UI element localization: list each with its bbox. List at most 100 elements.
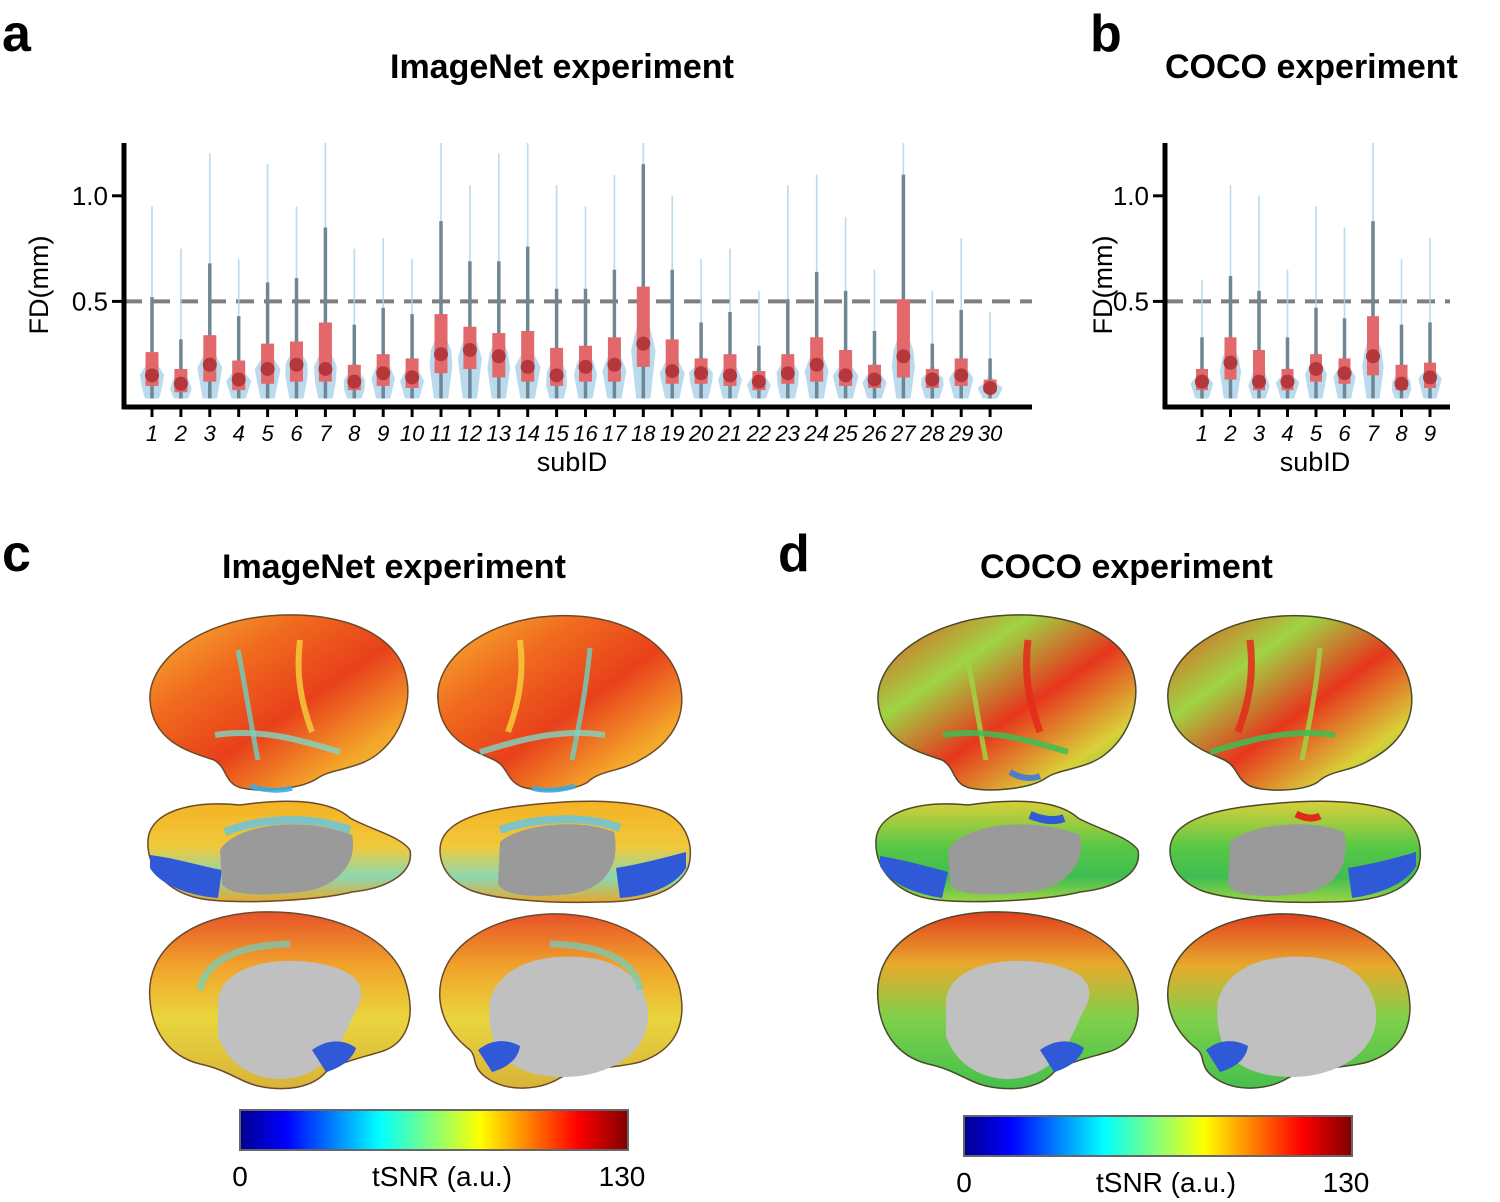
colorbar-d-max: 130: [1323, 1167, 1370, 1198]
median-point-30: [983, 380, 998, 395]
brain-c-medial-left: [148, 911, 411, 1090]
median-point-1: [1195, 374, 1209, 389]
median-point-29: [954, 368, 969, 383]
x-tick-label-8: 8: [1395, 421, 1408, 446]
x-tick-label-10: 10: [400, 421, 425, 446]
brain-d-medial-right: [1167, 913, 1411, 1089]
panel-letter-b: b: [1090, 5, 1122, 63]
median-point-1: [145, 368, 159, 383]
median-point-8: [347, 374, 362, 389]
x-tick-label-13: 13: [487, 421, 512, 446]
violin-30: [977, 311, 1003, 399]
violin-2: [170, 248, 192, 399]
x-tick-label-7: 7: [1367, 421, 1380, 446]
x-tick-label-11: 11: [430, 421, 453, 446]
brain-d-medial-left: [876, 911, 1139, 1090]
median-point-9: [1423, 370, 1437, 385]
colorbar-c-max: 130: [599, 1161, 646, 1192]
median-point-19: [665, 364, 680, 379]
median-point-6: [1337, 366, 1352, 381]
median-point-21: [723, 368, 737, 383]
x-tick-label-21: 21: [717, 421, 742, 446]
brain-c-medial-right: [439, 913, 683, 1089]
median-point-5: [1309, 361, 1323, 376]
violin-22: [747, 290, 771, 399]
median-point-18: [636, 336, 651, 351]
median-point-20: [694, 366, 709, 381]
median-point-26: [867, 372, 882, 387]
panel-letter-d: d: [778, 525, 810, 583]
fd-violin-chart-coco: 1 2 3 4 5 6 7 8 9 0.5 1.0 FD(mm) subID: [1088, 143, 1450, 477]
brain-c-lateral-left: [149, 614, 409, 793]
median-point-7: [318, 361, 333, 376]
median-point-27: [896, 349, 911, 364]
y-tick-label-1.0: 1.0: [1113, 181, 1149, 211]
x-tick-label-19: 19: [660, 421, 684, 446]
x-tick-label-9: 9: [1424, 421, 1436, 446]
brain-c-ventral-left: [147, 800, 412, 903]
x-tick-label-14: 14: [515, 421, 539, 446]
brain-d-ventral-left: [875, 800, 1140, 903]
violin-5: [1305, 206, 1327, 399]
panel-letter-c: c: [2, 525, 31, 583]
median-point-2: [1223, 355, 1238, 370]
x-tick-label-3: 3: [204, 421, 217, 446]
x-tick-label-5: 5: [1310, 421, 1323, 446]
violin-9: [1418, 238, 1442, 399]
median-point-3: [202, 357, 217, 372]
x-tick-label-2: 2: [174, 421, 187, 446]
median-point-4: [231, 372, 246, 387]
colorbar-d-label: tSNR (a.u.): [1096, 1167, 1236, 1198]
y-axis-label: FD(mm): [1088, 236, 1118, 335]
median-point-10: [405, 370, 420, 385]
x-tick-label-15: 15: [544, 421, 569, 446]
x-tick-label-4: 4: [233, 421, 245, 446]
x-tick-label-2: 2: [1223, 421, 1236, 446]
median-point-5: [260, 361, 275, 376]
panel-title-b: COCO experiment: [1165, 48, 1458, 86]
colorbar-c: 0 tSNR (a.u.) 130: [232, 1109, 646, 1192]
median-point-24: [809, 357, 824, 372]
median-point-13: [491, 349, 506, 364]
brain-d-ventral-right: [1169, 800, 1422, 904]
x-tick-label-5: 5: [261, 421, 274, 446]
x-tick-label-28: 28: [919, 421, 945, 446]
median-point-22: [751, 374, 766, 389]
x-tick-label-26: 26: [861, 421, 887, 446]
median-point-9: [376, 366, 391, 381]
median-point-8: [1394, 376, 1409, 391]
median-point-7: [1366, 349, 1380, 364]
x-tick-label-22: 22: [746, 421, 771, 446]
colorbar-c-min: 0: [232, 1161, 248, 1192]
violin-8: [343, 248, 365, 399]
y-tick-label-0.5: 0.5: [72, 286, 108, 316]
y-tick-label-0.5: 0.5: [1113, 286, 1149, 316]
median-point-14: [520, 359, 535, 374]
violin-6: [1333, 227, 1356, 399]
x-tick-label-3: 3: [1253, 421, 1266, 446]
median-point-12: [462, 342, 477, 357]
median-point-4: [1280, 374, 1295, 389]
panel-title-c: ImageNet experiment: [222, 548, 566, 586]
median-point-17: [607, 357, 622, 372]
violin-4: [1275, 269, 1300, 399]
x-tick-label-12: 12: [458, 421, 482, 446]
x-tick-label-4: 4: [1281, 421, 1293, 446]
panel-letter-a: a: [2, 5, 31, 63]
x-tick-label-25: 25: [832, 421, 858, 446]
x-tick-label-8: 8: [348, 421, 361, 446]
median-point-2: [173, 376, 188, 391]
panel-title-d: COCO experiment: [980, 548, 1273, 586]
x-tick-label-17: 17: [602, 421, 627, 446]
y-axis-label: FD(mm): [24, 236, 54, 335]
colorbar-d: 0 tSNR (a.u.) 130: [956, 1115, 1370, 1198]
median-point-11: [434, 347, 448, 362]
violin-23: [776, 185, 800, 399]
colorbar-d-min: 0: [956, 1167, 972, 1198]
x-tick-label-1: 1: [146, 421, 158, 446]
colorbar-c-label: tSNR (a.u.): [372, 1161, 512, 1192]
x-tick-label-7: 7: [319, 421, 332, 446]
x-tick-label-9: 9: [377, 421, 389, 446]
x-tick-label-6: 6: [1338, 421, 1351, 446]
